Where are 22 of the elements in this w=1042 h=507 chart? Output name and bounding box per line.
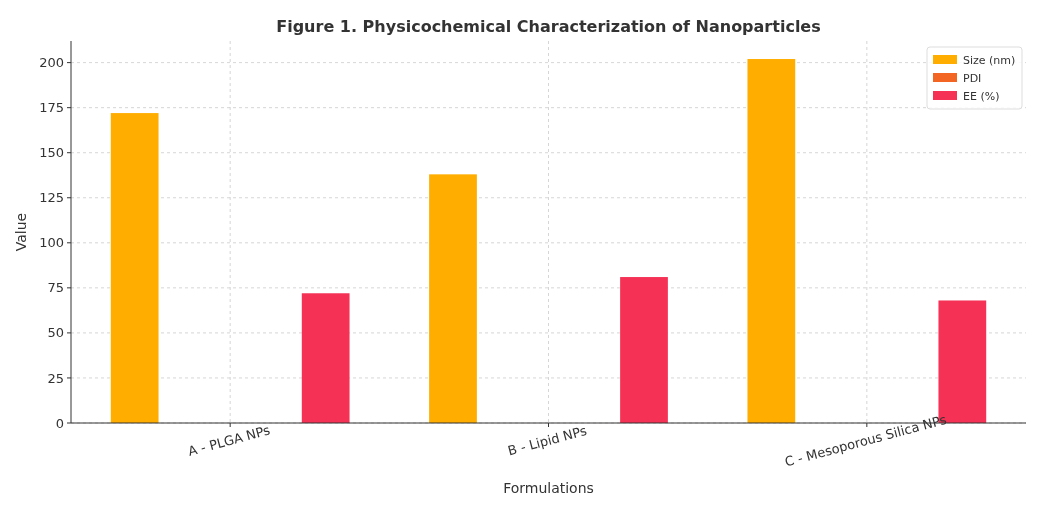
- x-tick-label: B - Lipid NPs: [506, 422, 589, 459]
- bar: [301, 293, 350, 423]
- y-tick-label: 75: [47, 280, 64, 296]
- x-axis-title: Formulations: [503, 480, 594, 496]
- y-tick-label: 125: [39, 190, 64, 206]
- chart-title: Figure 1. Physicochemical Characterization of Nanoparticles: [276, 17, 821, 36]
- bar: [110, 113, 159, 423]
- y-tick-label: 150: [39, 145, 64, 161]
- y-tick-label: 50: [47, 325, 64, 341]
- bar: [429, 174, 477, 423]
- legend-label: PDI: [963, 71, 982, 85]
- y-tick-label: 200: [39, 55, 64, 71]
- y-axis-title: Value: [13, 212, 29, 252]
- bar: [747, 59, 796, 423]
- x-tick-label: A - PLGA NPs: [186, 422, 272, 459]
- y-tick-label: 100: [39, 235, 64, 251]
- y-tick-label: 175: [39, 100, 64, 116]
- bar: [620, 277, 668, 423]
- legend-label: Size (nm): [963, 53, 1016, 67]
- y-tick-label: 25: [47, 370, 64, 386]
- legend-label: EE (%): [963, 89, 1000, 103]
- y-tick-label: 0: [55, 415, 64, 431]
